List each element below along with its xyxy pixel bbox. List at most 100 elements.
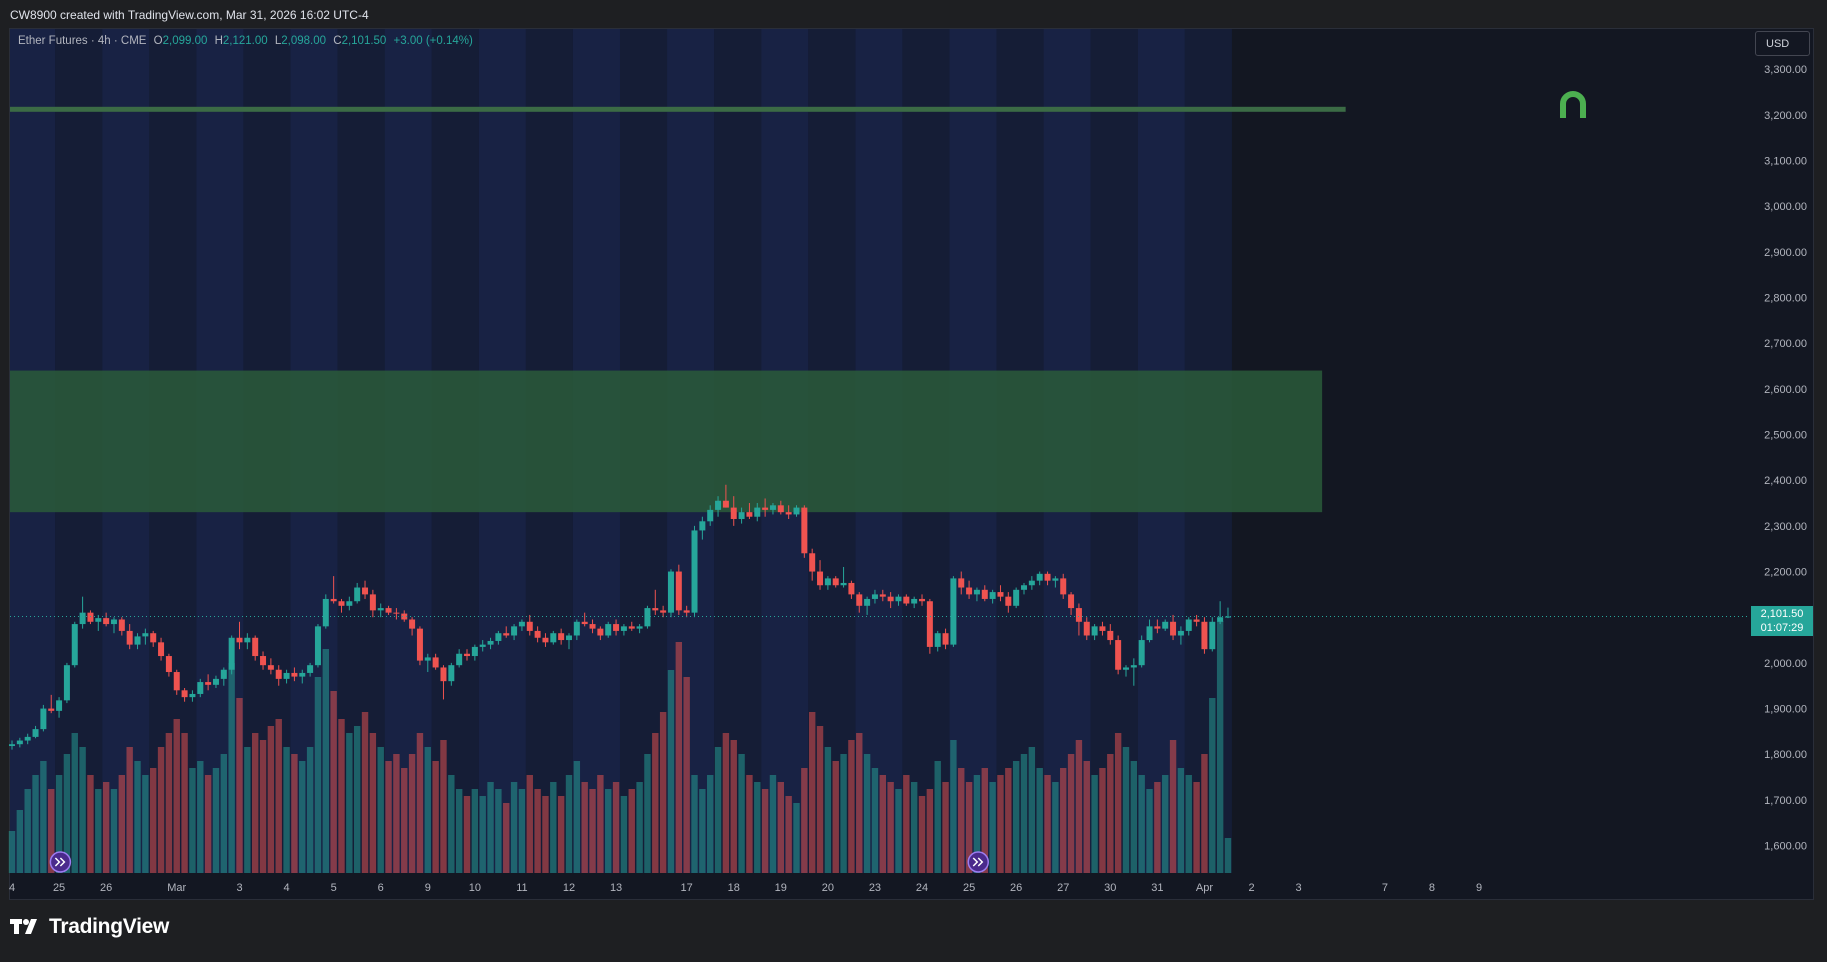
volume-bar — [314, 677, 322, 873]
candle-body — [895, 596, 902, 602]
candle — [1028, 576, 1035, 590]
volume-bar — [1075, 740, 1083, 873]
candle — [9, 740, 15, 750]
magnet-icon — [1560, 91, 1586, 118]
candle-body — [1193, 619, 1200, 622]
volume-bar — [189, 768, 196, 873]
volume-bar — [942, 782, 949, 873]
candle — [832, 576, 839, 588]
time-tick-label: 12 — [563, 882, 575, 894]
candle-body — [252, 637, 259, 657]
candle-body — [416, 628, 423, 661]
price-tick-label: 1,600.00 — [1764, 841, 1807, 853]
volume-bar — [95, 789, 102, 873]
candle — [48, 694, 55, 714]
candle-body — [71, 624, 78, 666]
candle-body — [997, 592, 1004, 597]
candle — [534, 626, 541, 643]
candle-body — [911, 598, 918, 604]
candle-body — [1060, 578, 1067, 595]
candle — [150, 630, 157, 647]
volume-bar — [424, 747, 431, 873]
candle — [377, 603, 384, 618]
candle — [895, 594, 902, 606]
volume-bar — [251, 733, 259, 873]
candle — [613, 619, 620, 636]
volume-bar — [620, 796, 628, 873]
candle-body — [699, 521, 706, 531]
volume-bar — [1067, 754, 1075, 873]
candle-body — [613, 624, 620, 631]
candle-body — [973, 589, 980, 595]
volume-bar — [644, 754, 651, 873]
candle — [887, 592, 894, 609]
candle — [848, 580, 855, 599]
bar-countdown: 01:07:29 — [1760, 622, 1804, 634]
last-price-label: 2,101.50 01:07:29 — [1751, 606, 1813, 636]
volume-bar — [691, 775, 698, 873]
currency-button[interactable]: USD — [1755, 31, 1810, 56]
volume-bar — [950, 740, 957, 873]
candle-body — [110, 619, 117, 625]
candle — [267, 658, 274, 675]
price-tick-label: 1,900.00 — [1764, 704, 1807, 716]
candle-body — [581, 621, 588, 625]
candle — [1170, 614, 1177, 641]
header-text: CW8900 created with TradingView.com, Mar… — [10, 8, 369, 22]
candle — [769, 503, 776, 515]
candle-body — [832, 578, 839, 586]
volume-bar — [518, 789, 526, 873]
candle — [1224, 607, 1231, 619]
volume-bar — [267, 726, 275, 873]
candle-body — [722, 500, 729, 508]
volume-bar — [989, 782, 996, 873]
candle — [393, 608, 400, 620]
candle — [620, 624, 627, 636]
supply-zone — [10, 370, 1323, 513]
candle — [236, 621, 243, 650]
time-tick-label: 8 — [1429, 882, 1435, 894]
candle — [173, 669, 180, 695]
candle — [926, 598, 933, 654]
volume-bar — [1162, 775, 1169, 873]
candle-body — [691, 530, 698, 613]
candle — [252, 635, 259, 661]
candle-body — [981, 589, 988, 599]
candle-body — [1224, 616, 1231, 618]
candle — [1162, 619, 1169, 631]
volume-bar — [1044, 775, 1051, 873]
candle — [644, 605, 651, 629]
volume-bar — [71, 733, 78, 873]
dividend-marker-icon — [49, 851, 72, 873]
legend-high-label: H — [214, 35, 223, 47]
candle-body — [887, 596, 894, 602]
volume-bar — [204, 775, 212, 873]
candle-body — [409, 619, 416, 629]
legend-close-label: C — [333, 35, 342, 47]
candle-body — [565, 635, 572, 641]
volume-bar — [612, 782, 620, 873]
candle — [785, 505, 792, 520]
candle — [142, 628, 149, 645]
candle-body — [32, 729, 39, 737]
volume-bar — [557, 796, 565, 873]
volume-bar — [79, 747, 86, 873]
candle — [362, 580, 369, 599]
volume-bar — [1201, 754, 1208, 873]
candle — [652, 589, 659, 615]
candle-body — [424, 657, 431, 661]
candle-body — [79, 612, 86, 625]
time-tick-label: 30 — [1104, 882, 1116, 894]
candle — [958, 571, 965, 595]
candle — [228, 635, 235, 675]
volume-bar — [981, 768, 988, 873]
last-price-value: 2,101.50 — [1760, 608, 1804, 620]
volume-bar — [142, 775, 149, 873]
candle — [448, 662, 455, 686]
tradingview-brand-text: TradingView — [49, 915, 170, 938]
volume-bar — [785, 796, 792, 873]
volume-bar — [1224, 838, 1232, 873]
price-axis: 3,300.00 3,200.00 3,100.00 3,000.00 2,900.00… — [1764, 64, 1807, 852]
candle-body — [432, 657, 439, 668]
